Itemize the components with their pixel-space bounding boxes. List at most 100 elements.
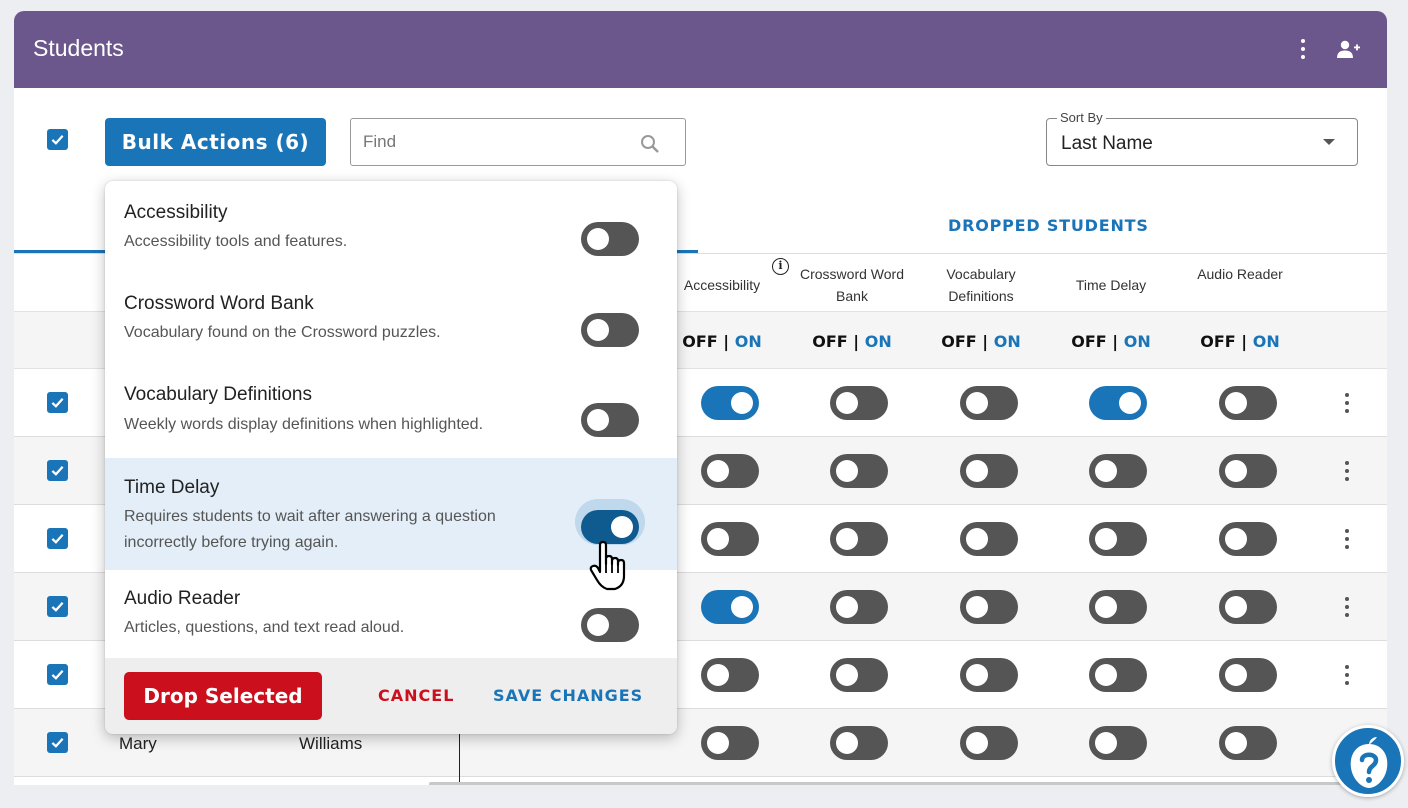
- save-changes-button[interactable]: SAVE CHANGES: [493, 686, 644, 705]
- audio-reader-toggle[interactable]: [1219, 454, 1277, 488]
- bulk-actions-button[interactable]: Bulk Actions (6): [105, 118, 326, 166]
- crossword-toggle[interactable]: [830, 658, 888, 692]
- select-all-checkbox[interactable]: [47, 129, 68, 150]
- row-checkbox[interactable]: [47, 664, 68, 685]
- offon-separator: |: [717, 332, 735, 351]
- tab-divider: [14, 253, 1387, 254]
- info-icon[interactable]: i: [772, 258, 789, 275]
- vocabulary-toggle[interactable]: [960, 386, 1018, 420]
- column-divider: [459, 711, 460, 785]
- offon-separator: |: [976, 332, 994, 351]
- accessibility-toggle[interactable]: [701, 522, 759, 556]
- row-more-options-icon[interactable]: [1345, 529, 1349, 549]
- on-link[interactable]: ON: [1123, 332, 1151, 351]
- row-checkbox[interactable]: [47, 732, 68, 753]
- drop-selected-button[interactable]: Drop Selected: [124, 672, 322, 720]
- audio-reader-toggle[interactable]: [1219, 522, 1277, 556]
- sort-by-label: Sort By: [1057, 110, 1106, 125]
- vocabulary-toggle[interactable]: [960, 522, 1018, 556]
- add-student-icon[interactable]: [1336, 39, 1360, 59]
- time-delay-toggle[interactable]: [1089, 386, 1147, 420]
- off-link[interactable]: OFF: [812, 332, 848, 351]
- crossword-toggle[interactable]: [830, 590, 888, 624]
- find-field[interactable]: [350, 118, 686, 166]
- time-delay-toggle[interactable]: [1089, 454, 1147, 488]
- bulk-option-audio-reader: Audio Reader Articles, questions, and te…: [105, 570, 677, 658]
- accessibility-toggle[interactable]: [701, 590, 759, 624]
- accessibility-toggle[interactable]: [701, 658, 759, 692]
- row-checkbox[interactable]: [47, 528, 68, 549]
- vocabulary-toggle[interactable]: [581, 403, 639, 437]
- vocabulary-toggle[interactable]: [960, 590, 1018, 624]
- sort-by-select[interactable]: Sort By Last Name: [1046, 110, 1358, 166]
- tab-dropped-students[interactable]: DROPPED STUDENTS: [948, 216, 1149, 235]
- column-header-vocabulary: Vocabulary Definitions: [946, 266, 1016, 304]
- time-delay-toggle[interactable]: [581, 510, 639, 544]
- time-delay-toggle[interactable]: [1089, 522, 1147, 556]
- help-button[interactable]: [1332, 725, 1404, 797]
- hand-pointer-icon: [589, 540, 626, 591]
- crossword-toggle[interactable]: [830, 726, 888, 760]
- accessibility-toggle[interactable]: [701, 386, 759, 420]
- offon-separator: |: [1106, 332, 1124, 351]
- accessibility-toggle[interactable]: [701, 726, 759, 760]
- offon-separator: |: [847, 332, 865, 351]
- column-header-crossword: Crossword Word Bank: [800, 266, 904, 304]
- panel-footer: Drop Selected CANCEL SAVE CHANGES: [105, 658, 677, 734]
- offon-separator: |: [1235, 332, 1253, 351]
- off-link[interactable]: OFF: [682, 332, 718, 351]
- crossword-toggle[interactable]: [830, 386, 888, 420]
- option-description: Weekly words display definitions when hi…: [124, 416, 484, 433]
- crossword-toggle[interactable]: [830, 454, 888, 488]
- row-more-options-icon[interactable]: [1345, 393, 1349, 413]
- page-bottom-bar: [0, 785, 1408, 808]
- crossword-toggle[interactable]: [830, 522, 888, 556]
- audio-reader-toggle[interactable]: [1219, 590, 1277, 624]
- row-more-options-icon[interactable]: [1345, 597, 1349, 617]
- vocabulary-toggle[interactable]: [960, 726, 1018, 760]
- vocabulary-toggle[interactable]: [960, 658, 1018, 692]
- column-header-accessibility: Accessibility: [683, 277, 761, 293]
- student-last-name: Williams: [299, 734, 363, 753]
- time-delay-toggle[interactable]: [1089, 726, 1147, 760]
- offon-crossword: OFF | ON: [787, 332, 917, 351]
- on-link[interactable]: ON: [993, 332, 1021, 351]
- cancel-button[interactable]: CANCEL: [378, 686, 455, 705]
- crossword-toggle[interactable]: [581, 313, 639, 347]
- off-link[interactable]: OFF: [1200, 332, 1236, 351]
- time-delay-toggle[interactable]: [1089, 658, 1147, 692]
- more-options-icon[interactable]: [1301, 39, 1305, 59]
- option-title: Crossword Word Bank: [124, 293, 314, 314]
- time-delay-toggle[interactable]: [1089, 590, 1147, 624]
- option-description: Requires students to wait after answerin…: [124, 508, 496, 551]
- accessibility-toggle[interactable]: [701, 454, 759, 488]
- option-description: Vocabulary found on the Crossword puzzle…: [124, 324, 441, 341]
- bulk-option-crossword: Crossword Word Bank Vocabulary found on …: [105, 272, 677, 363]
- row-checkbox[interactable]: [47, 596, 68, 617]
- column-header-audio-reader: Audio Reader: [1197, 266, 1283, 282]
- bulk-option-vocabulary: Vocabulary Definitions Weekly words disp…: [105, 363, 677, 458]
- off-link[interactable]: OFF: [941, 332, 977, 351]
- column-header-time-delay: Time Delay: [1075, 277, 1147, 293]
- offon-vocabulary: OFF | ON: [916, 332, 1046, 351]
- on-link[interactable]: ON: [734, 332, 762, 351]
- on-link[interactable]: ON: [864, 332, 892, 351]
- audio-reader-toggle[interactable]: [1219, 726, 1277, 760]
- accessibility-toggle[interactable]: [581, 222, 639, 256]
- off-link[interactable]: OFF: [1071, 332, 1107, 351]
- find-input[interactable]: [363, 131, 633, 153]
- audio-reader-toggle[interactable]: [1219, 386, 1277, 420]
- row-checkbox[interactable]: [47, 392, 68, 413]
- row-more-options-icon[interactable]: [1345, 461, 1349, 481]
- audio-reader-toggle[interactable]: [1219, 658, 1277, 692]
- audio-reader-toggle[interactable]: [581, 608, 639, 642]
- on-link[interactable]: ON: [1252, 332, 1280, 351]
- bulk-option-accessibility: Accessibility Accessibility tools and fe…: [105, 181, 677, 272]
- vocabulary-toggle[interactable]: [960, 454, 1018, 488]
- search-icon[interactable]: [639, 133, 661, 155]
- row-more-options-icon[interactable]: [1345, 665, 1349, 685]
- student-row: [14, 641, 1387, 709]
- student-first-name: Mary: [119, 734, 157, 753]
- horizontal-scrollbar[interactable]: [429, 782, 1369, 785]
- row-checkbox[interactable]: [47, 460, 68, 481]
